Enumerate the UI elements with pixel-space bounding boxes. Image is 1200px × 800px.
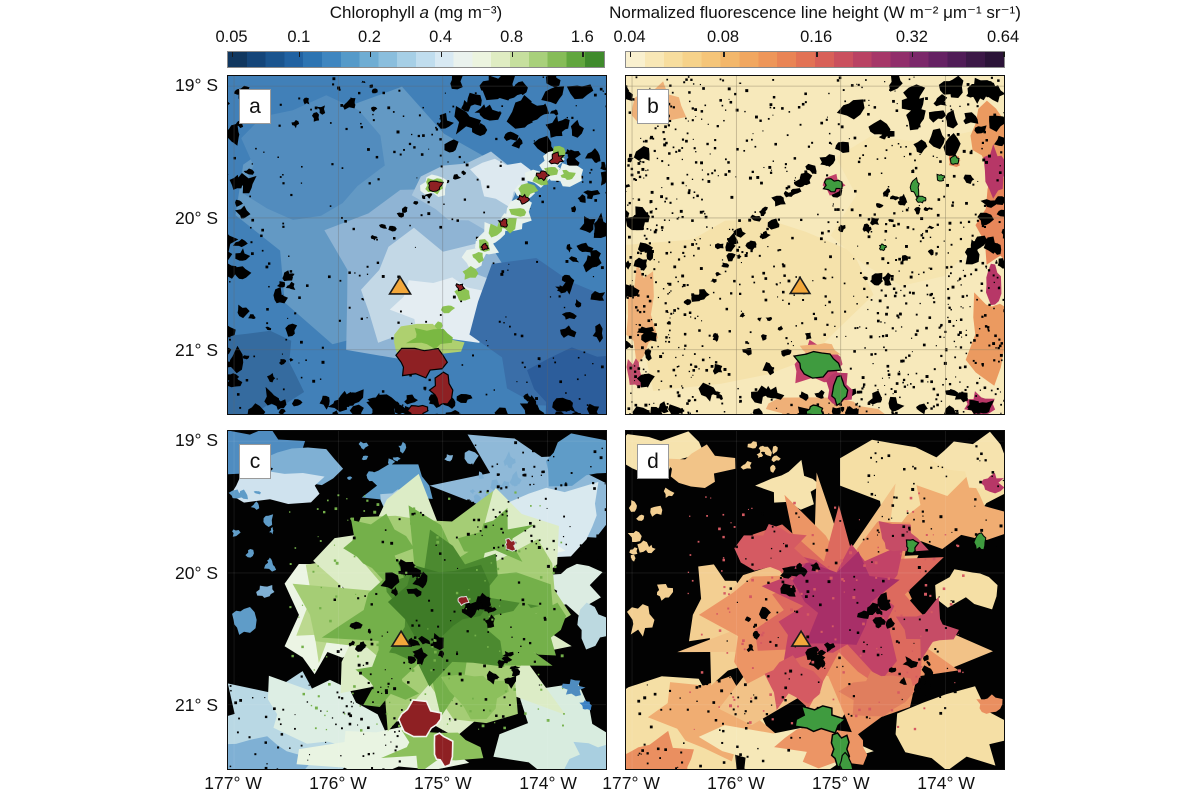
colorbar-tick-label: 0.4 [429,28,453,46]
volcano-marker-icon [390,629,412,647]
colorbar-tick-label: 0.16 [800,28,833,46]
colorbar-tick-mark [298,52,301,57]
colorbar-tick-mark [440,52,443,57]
colorbar-tick-mark [911,52,914,57]
lat-axis-label: 20° S [175,207,218,228]
map-panel-c: c [227,430,607,770]
lat-axis-label: 19° S [175,75,218,96]
colorbar-chlorophyll: Chlorophyll a (mg m⁻³) 0.05 0.1 0.2 0.4 0.8 1… [215,0,605,72]
map-panel-d: d [625,430,1005,770]
colorbar-tick-label: 0.1 [287,28,311,46]
colorbar-tick-label: 0.04 [613,28,646,46]
colorbar-tick-mark [723,52,725,57]
map-panel-a: a [227,75,607,415]
lat-axis-label: 19° S [175,430,218,451]
lon-axis-label: 175° W [812,773,870,793]
colorbar-nflh-title: Normalized fluorescence line height (W m… [585,3,1045,23]
colorbar-tick-label: 0.64 [987,28,1020,46]
lat-axis-label: 21° S [175,695,218,716]
colorbar-tick-label: 1.6 [570,28,594,46]
panel-label-a: a [239,89,271,124]
lat-axis-label: 21° S [175,340,218,361]
colorbar-nflh-ticks: 0.04 0.08 0.16 0.32 0.64 [613,28,1019,48]
colorbar-nflh-gradient [625,51,1005,68]
panel-c-map [228,431,606,769]
panel-label-d: d [637,444,669,479]
lon-axis-label: 176° W [309,773,367,793]
panel-a-map [228,76,606,414]
colorbar-tick-mark [816,52,818,57]
colorbar-tick-label: 0.32 [895,28,928,46]
colorbar-chlorophyll-title: Chlorophyll a (mg m⁻³) [187,3,645,23]
colorbar-tick-mark [231,52,234,57]
lon-axis-label: 174° W [917,773,975,793]
colorbar-title-text: Normalized fluorescence line height (W m… [609,3,1021,22]
colorbar-nflh: Normalized fluorescence line height (W m… [609,0,1021,72]
volcano-marker-icon [788,275,812,295]
colorbar-tick-mark [629,52,632,57]
colorbar-tick-mark [511,52,514,57]
lon-axis-label: 175° W [414,773,472,793]
colorbar-tick-label: 0.8 [500,28,524,46]
panel-d-map [626,431,1004,769]
lon-axis-label: 176° W [707,773,765,793]
panel-label-c: c [239,444,271,479]
panel-b-map [626,76,1004,414]
colorbar-title-text: Chlorophyll [329,3,420,22]
colorbar-tick-mark [369,52,371,57]
colorbar-title-units: (mg m⁻³) [429,3,503,22]
colorbar-chlorophyll-ticks: 0.05 0.1 0.2 0.4 0.8 1.6 [215,28,605,48]
lon-axis-label: 177° W [204,773,262,793]
lon-axis-label: 174° W [519,773,577,793]
colorbar-tick-mark [582,52,584,57]
colorbar-chlorophyll-gradient [227,51,605,68]
volcano-marker-icon [388,275,413,295]
map-panel-b: b [625,75,1005,415]
lon-axis-label: 177° W [602,773,660,793]
volcano-marker-icon [790,629,812,647]
colorbar-title-italic: a [419,3,430,22]
colorbar-tick-mark [1003,52,1005,57]
colorbar-tick-label: 0.2 [358,28,381,46]
panel-label-b: b [637,89,669,124]
colorbar-tick-label: 0.05 [215,28,248,46]
colorbar-tick-label: 0.08 [706,28,740,46]
lat-axis-label: 20° S [175,562,218,583]
